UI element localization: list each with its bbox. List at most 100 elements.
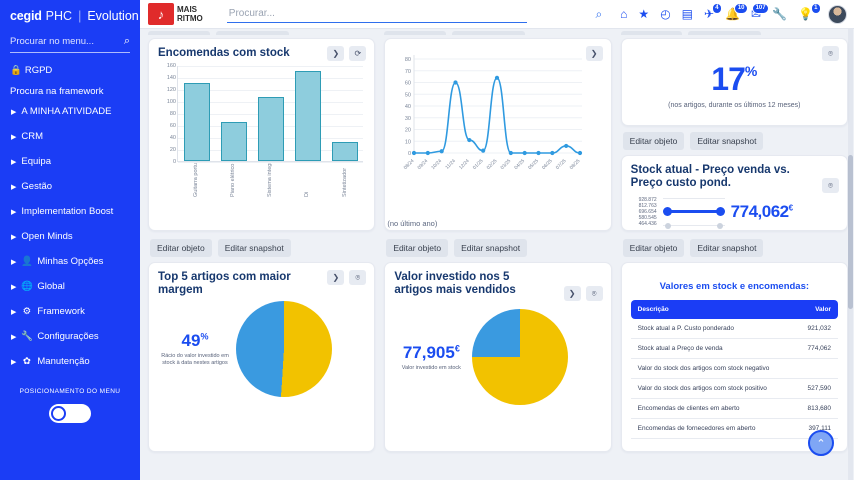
table-title: Valores em stock e encomendas:	[659, 281, 810, 292]
sidebar-item-label: CRM	[21, 131, 44, 142]
menu-position-toggle[interactable]	[49, 404, 91, 423]
percent-value: 17	[711, 61, 746, 97]
global-search[interactable]	[226, 5, 527, 23]
bar[interactable]	[294, 71, 321, 161]
margin-subtitle: Rácio do valor investido em stock à data…	[161, 353, 229, 366]
sidebar-item-open-minds[interactable]: ▶ Open Minds	[0, 224, 140, 249]
favorites-icon[interactable]: ★	[638, 7, 650, 21]
menu-search[interactable]: ⌕	[10, 35, 130, 53]
notifications-icon[interactable]: 🔔 10	[725, 3, 749, 20]
chevron-right-icon: ▶	[11, 358, 17, 366]
edit-object-button[interactable]: Editar objeto	[620, 31, 683, 35]
scroll-to-top-button[interactable]: ⌃	[808, 430, 834, 456]
expand-button[interactable]: ❯	[585, 46, 603, 61]
edit-object-button[interactable]: Editar objeto	[622, 239, 685, 257]
y-tick: 20	[169, 147, 176, 153]
home-icon[interactable]: ⌂	[620, 7, 628, 21]
edit-snapshot-button[interactable]: Editar snapshot	[452, 31, 526, 35]
pie-chart[interactable]	[236, 301, 332, 397]
cell-description: Valor do stock dos artigos com stock neg…	[630, 358, 796, 379]
col-header-desc: Descrição	[630, 300, 796, 319]
clock-icon[interactable]: ◴	[660, 7, 671, 21]
sidebar-item-gestao[interactable]: ▶ Gestão	[0, 174, 140, 199]
edit-snapshot-button[interactable]: Editar snapshot	[217, 239, 291, 257]
cell-value	[795, 358, 838, 379]
tasks-icon[interactable]: ✈ 4	[704, 3, 723, 20]
sidebar-item-implementation-boost[interactable]: ▶ Implementation Boost	[0, 199, 140, 224]
edit-object-button[interactable]: Editar objeto	[148, 31, 210, 35]
global-search-input[interactable]	[226, 5, 527, 22]
info-button[interactable]: ⌾	[821, 46, 839, 61]
edit-snapshot-button[interactable]: Editar snapshot	[690, 239, 764, 257]
sidebar-item-global[interactable]: ▶ 🌐 Global	[0, 274, 140, 299]
edit-snapshot-button[interactable]: Editar snapshot	[690, 132, 764, 150]
table-row[interactable]: Stock atual a P. Custo ponderado 921,032	[630, 319, 838, 339]
chevron-right-icon: ▶	[11, 108, 17, 116]
info-button[interactable]: ⌾	[585, 286, 603, 301]
sidebar-item-manutencao[interactable]: ▶ ✿ Manutenção	[0, 349, 140, 374]
y-tick: 580.545	[638, 215, 657, 221]
gridline	[178, 78, 364, 79]
vertical-scrollbar[interactable]	[848, 29, 853, 480]
chevron-right-icon: ▶	[11, 333, 17, 341]
percent-value-wrap: 17%	[631, 47, 838, 102]
info-button[interactable]: ⌾	[349, 270, 367, 285]
framework-search-label[interactable]: Procura na framework	[10, 86, 104, 97]
table-row[interactable]: Stock atual a Preço de venda 774,062	[630, 338, 838, 359]
table-row[interactable]: Encomendas de clientes em aberto 813,680	[630, 398, 838, 419]
menu-position-label: POSICIONAMENTO DO MENU	[19, 388, 121, 395]
column-3-row2: Editar objeto Editar snapshot Valores em…	[620, 233, 848, 452]
edit-snapshot-button[interactable]: Editar snapshot	[215, 31, 289, 35]
search-icon[interactable]: ⌕	[595, 6, 603, 21]
edit-object-button[interactable]: Editar objeto	[386, 239, 449, 257]
edit-object-button[interactable]: Editar objeto	[384, 31, 447, 35]
edit-snapshot-button[interactable]: Editar snapshot	[454, 239, 528, 257]
info-button[interactable]: ⌾	[821, 178, 839, 193]
messages-icon[interactable]: ✉ 107	[751, 3, 770, 20]
edit-object-button[interactable]: Editar objeto	[622, 132, 685, 150]
pie-chart[interactable]	[472, 309, 569, 405]
bar[interactable]	[220, 122, 247, 161]
x-tick-label: Sintetizador	[341, 167, 348, 197]
refresh-button[interactable]: ⟳	[349, 46, 367, 61]
table-row[interactable]: Valor do stock dos artigos com stock pos…	[630, 378, 838, 399]
sidebar-item-equipa[interactable]: ▶ Equipa	[0, 149, 140, 174]
calendar-icon[interactable]: ▤	[681, 7, 694, 21]
values-table: Descrição Valor Stock atual a P. Custo p…	[630, 300, 838, 439]
search-icon[interactable]: ⌕	[123, 35, 130, 47]
bar[interactable]	[331, 141, 358, 161]
bar[interactable]	[257, 96, 284, 161]
tools-icon[interactable]: 🔧	[772, 7, 788, 21]
gears-icon: ⚙	[22, 306, 32, 317]
avatar[interactable]	[828, 4, 847, 24]
svg-text:50: 50	[405, 92, 411, 98]
svg-text:06/25: 06/25	[541, 158, 554, 171]
chevron-right-icon: ▶	[11, 258, 17, 266]
scrollbar-thumb[interactable]	[848, 155, 853, 309]
help-icon[interactable]: 💡 1	[798, 3, 821, 20]
table-row[interactable]: Valor do stock dos artigos com stock neg…	[630, 358, 838, 379]
gear-icon: ✿	[22, 356, 31, 367]
sidebar-item-label: Equipa	[21, 156, 51, 167]
expand-button[interactable]: ❯	[563, 286, 581, 301]
x-tick-label: Sistema integrado	[267, 163, 274, 197]
sidebar-item-configuracoes[interactable]: ▶ 🔧 Configurações	[0, 324, 140, 349]
sidebar-item-atividade[interactable]: ▶ A MINHA ATIVIDADE	[0, 99, 140, 124]
logo-note-icon: ♪	[148, 3, 174, 25]
sidebar-item-minhas-opcoes[interactable]: ▶ 👤 Minhas Opções	[0, 249, 140, 274]
sidebar: cegid PHC | Evolution ✖ ⌕ 🔒 RGPD Procura…	[0, 0, 140, 480]
expand-button[interactable]: ❯	[327, 46, 345, 61]
edit-snapshot-button[interactable]: Editar snapshot	[688, 31, 762, 35]
menu-search-input[interactable]	[10, 35, 124, 48]
sidebar-item-label: Global	[37, 281, 65, 292]
bar[interactable]	[183, 83, 210, 161]
table-row[interactable]: Encomendas de fornecedores em aberto 397,…	[630, 418, 838, 439]
card-title: Top 5 artigos com maior margem	[158, 271, 291, 296]
sidebar-item-framework[interactable]: ▶ ⚙ Framework	[0, 299, 140, 324]
pie-legend: 77,905€ Valor investido em stock	[394, 343, 468, 372]
expand-button[interactable]: ❯	[327, 270, 345, 285]
sidebar-item-rgpd[interactable]: 🔒 RGPD	[0, 53, 140, 78]
edit-object-button[interactable]: Editar objeto	[150, 239, 212, 257]
chevron-right-icon: ▶	[11, 308, 17, 316]
sidebar-item-crm[interactable]: ▶ CRM	[0, 124, 140, 149]
